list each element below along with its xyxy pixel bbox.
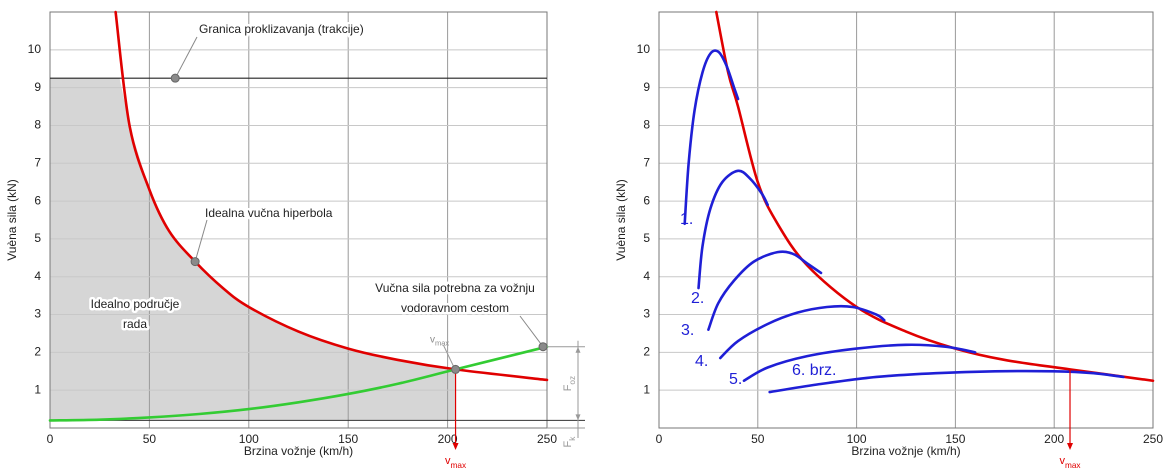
- annotation: Idealna vučna hiperbola: [205, 206, 333, 220]
- curve: [718, 304, 886, 360]
- vmax-label: vmax: [430, 334, 449, 348]
- annotation: Vučna sila potrebna za vožnju: [375, 281, 535, 295]
- y-tick-label: 7: [34, 155, 41, 169]
- ideal-area: [50, 78, 456, 421]
- x-tick-label: 200: [438, 432, 458, 446]
- y-tick-label: 3: [643, 307, 650, 321]
- y-axis-label: Vuèna sila (kN): [614, 179, 628, 261]
- y-tick-label: 1: [34, 382, 41, 396]
- x-tick-label: 200: [1044, 432, 1064, 446]
- vmax-label-sub: max: [451, 461, 467, 468]
- dimension-label: Foz: [562, 376, 577, 391]
- y-tick-label: 2: [643, 345, 650, 359]
- annotation-leader: [519, 315, 544, 347]
- plot-frame: [49, 11, 548, 429]
- curve: [768, 369, 1125, 394]
- x-tick-label: 150: [338, 432, 358, 446]
- chart: 0 50 100 150 200 250 1 2 3 4 5 6 7 8 9 10 Brzina vožnje …: [614, 10, 1163, 468]
- y-axis-label: Vuèna sila (kN): [5, 179, 19, 261]
- x-tick-label: 50: [143, 432, 157, 446]
- gear-label: 1.: [680, 211, 693, 228]
- x-tick-label: 150: [945, 432, 965, 446]
- vmax-label-base: v: [430, 334, 435, 345]
- marker-point: [451, 364, 461, 374]
- y-tick-label: 4: [34, 269, 41, 283]
- y-tick-label: 6: [643, 193, 650, 207]
- dim-arrow: [575, 346, 581, 353]
- vmax-label: vmax: [1059, 455, 1081, 468]
- curve: [48, 345, 549, 422]
- vmax-arrowhead: [1067, 443, 1074, 450]
- x-tick-label: 100: [847, 432, 867, 446]
- dimension-label-base: F: [562, 440, 574, 447]
- x-tick-label: 250: [537, 432, 557, 446]
- dim-arrow: [575, 414, 581, 421]
- x-tick-label: 250: [1143, 432, 1163, 446]
- y-tick-label: 9: [34, 80, 41, 94]
- y-tick-label: 10: [637, 42, 651, 56]
- annotation: Idealno područje: [91, 297, 180, 311]
- marker-point: [538, 342, 548, 352]
- y-tick-label: 9: [643, 80, 650, 94]
- vmax-label-base: v: [1059, 455, 1065, 467]
- y-tick-label: 4: [643, 269, 650, 283]
- x-tick-label: 50: [751, 432, 765, 446]
- y-tick-label: 2: [34, 345, 41, 359]
- dimension-label: Fk: [562, 436, 577, 448]
- vmax-arrowhead: [452, 443, 459, 450]
- marker-point: [170, 73, 180, 83]
- y-tick-label: 1: [643, 382, 650, 396]
- annotation: rada: [123, 317, 147, 331]
- annotation: vodoravnom cestom: [401, 301, 509, 315]
- dimension-label-sub: oz: [568, 376, 577, 385]
- vmax-label-sub: max: [435, 339, 449, 348]
- dimension-label-sub: k: [568, 436, 577, 441]
- curve: [114, 10, 549, 382]
- annotation-leader: [174, 36, 198, 79]
- vmax-label-sub: max: [1065, 461, 1081, 468]
- curve: [742, 343, 977, 383]
- annotation: Granica proklizavanja (trakcije): [199, 22, 364, 36]
- vmax-leader: [443, 345, 455, 367]
- gear-label: 5.: [729, 371, 742, 388]
- annotation-leader: [194, 219, 208, 262]
- y-tick-label: 10: [28, 42, 42, 56]
- y-tick-label: 8: [34, 118, 41, 132]
- gear-label: 4.: [695, 353, 708, 370]
- y-tick-label: 7: [643, 155, 650, 169]
- x-axis-label: Brzina vožnje (km/h): [244, 444, 353, 458]
- x-axis-label: Brzina vožnje (km/h): [851, 444, 960, 458]
- y-tick-label: 8: [643, 118, 650, 132]
- y-tick-label: 6: [34, 193, 41, 207]
- gear-label: 2.: [691, 290, 704, 307]
- x-tick-label: 0: [656, 432, 663, 446]
- vmax-label-base: v: [445, 455, 451, 467]
- plot-frame: [658, 11, 1154, 429]
- curve: [707, 250, 823, 331]
- y-tick-label: 5: [643, 231, 650, 245]
- gear-label: 6. brz.: [792, 362, 836, 379]
- x-tick-label: 0: [47, 432, 54, 446]
- x-tick-label: 100: [239, 432, 259, 446]
- dimension-label-base: F: [562, 384, 574, 391]
- curve: [683, 49, 740, 226]
- chart: 0 50 100 150 200 250 1 2 3 4 5 6 7 8 9 10 Brzina vožnje …: [5, 10, 585, 468]
- marker-point: [190, 257, 200, 267]
- gear-label: 3.: [681, 322, 694, 339]
- y-tick-label: 3: [34, 307, 41, 321]
- y-tick-label: 5: [34, 231, 41, 245]
- plot-area: [659, 12, 1153, 428]
- curve: [715, 10, 1155, 383]
- vmax-label: vmax: [445, 455, 467, 468]
- curve: [697, 169, 769, 290]
